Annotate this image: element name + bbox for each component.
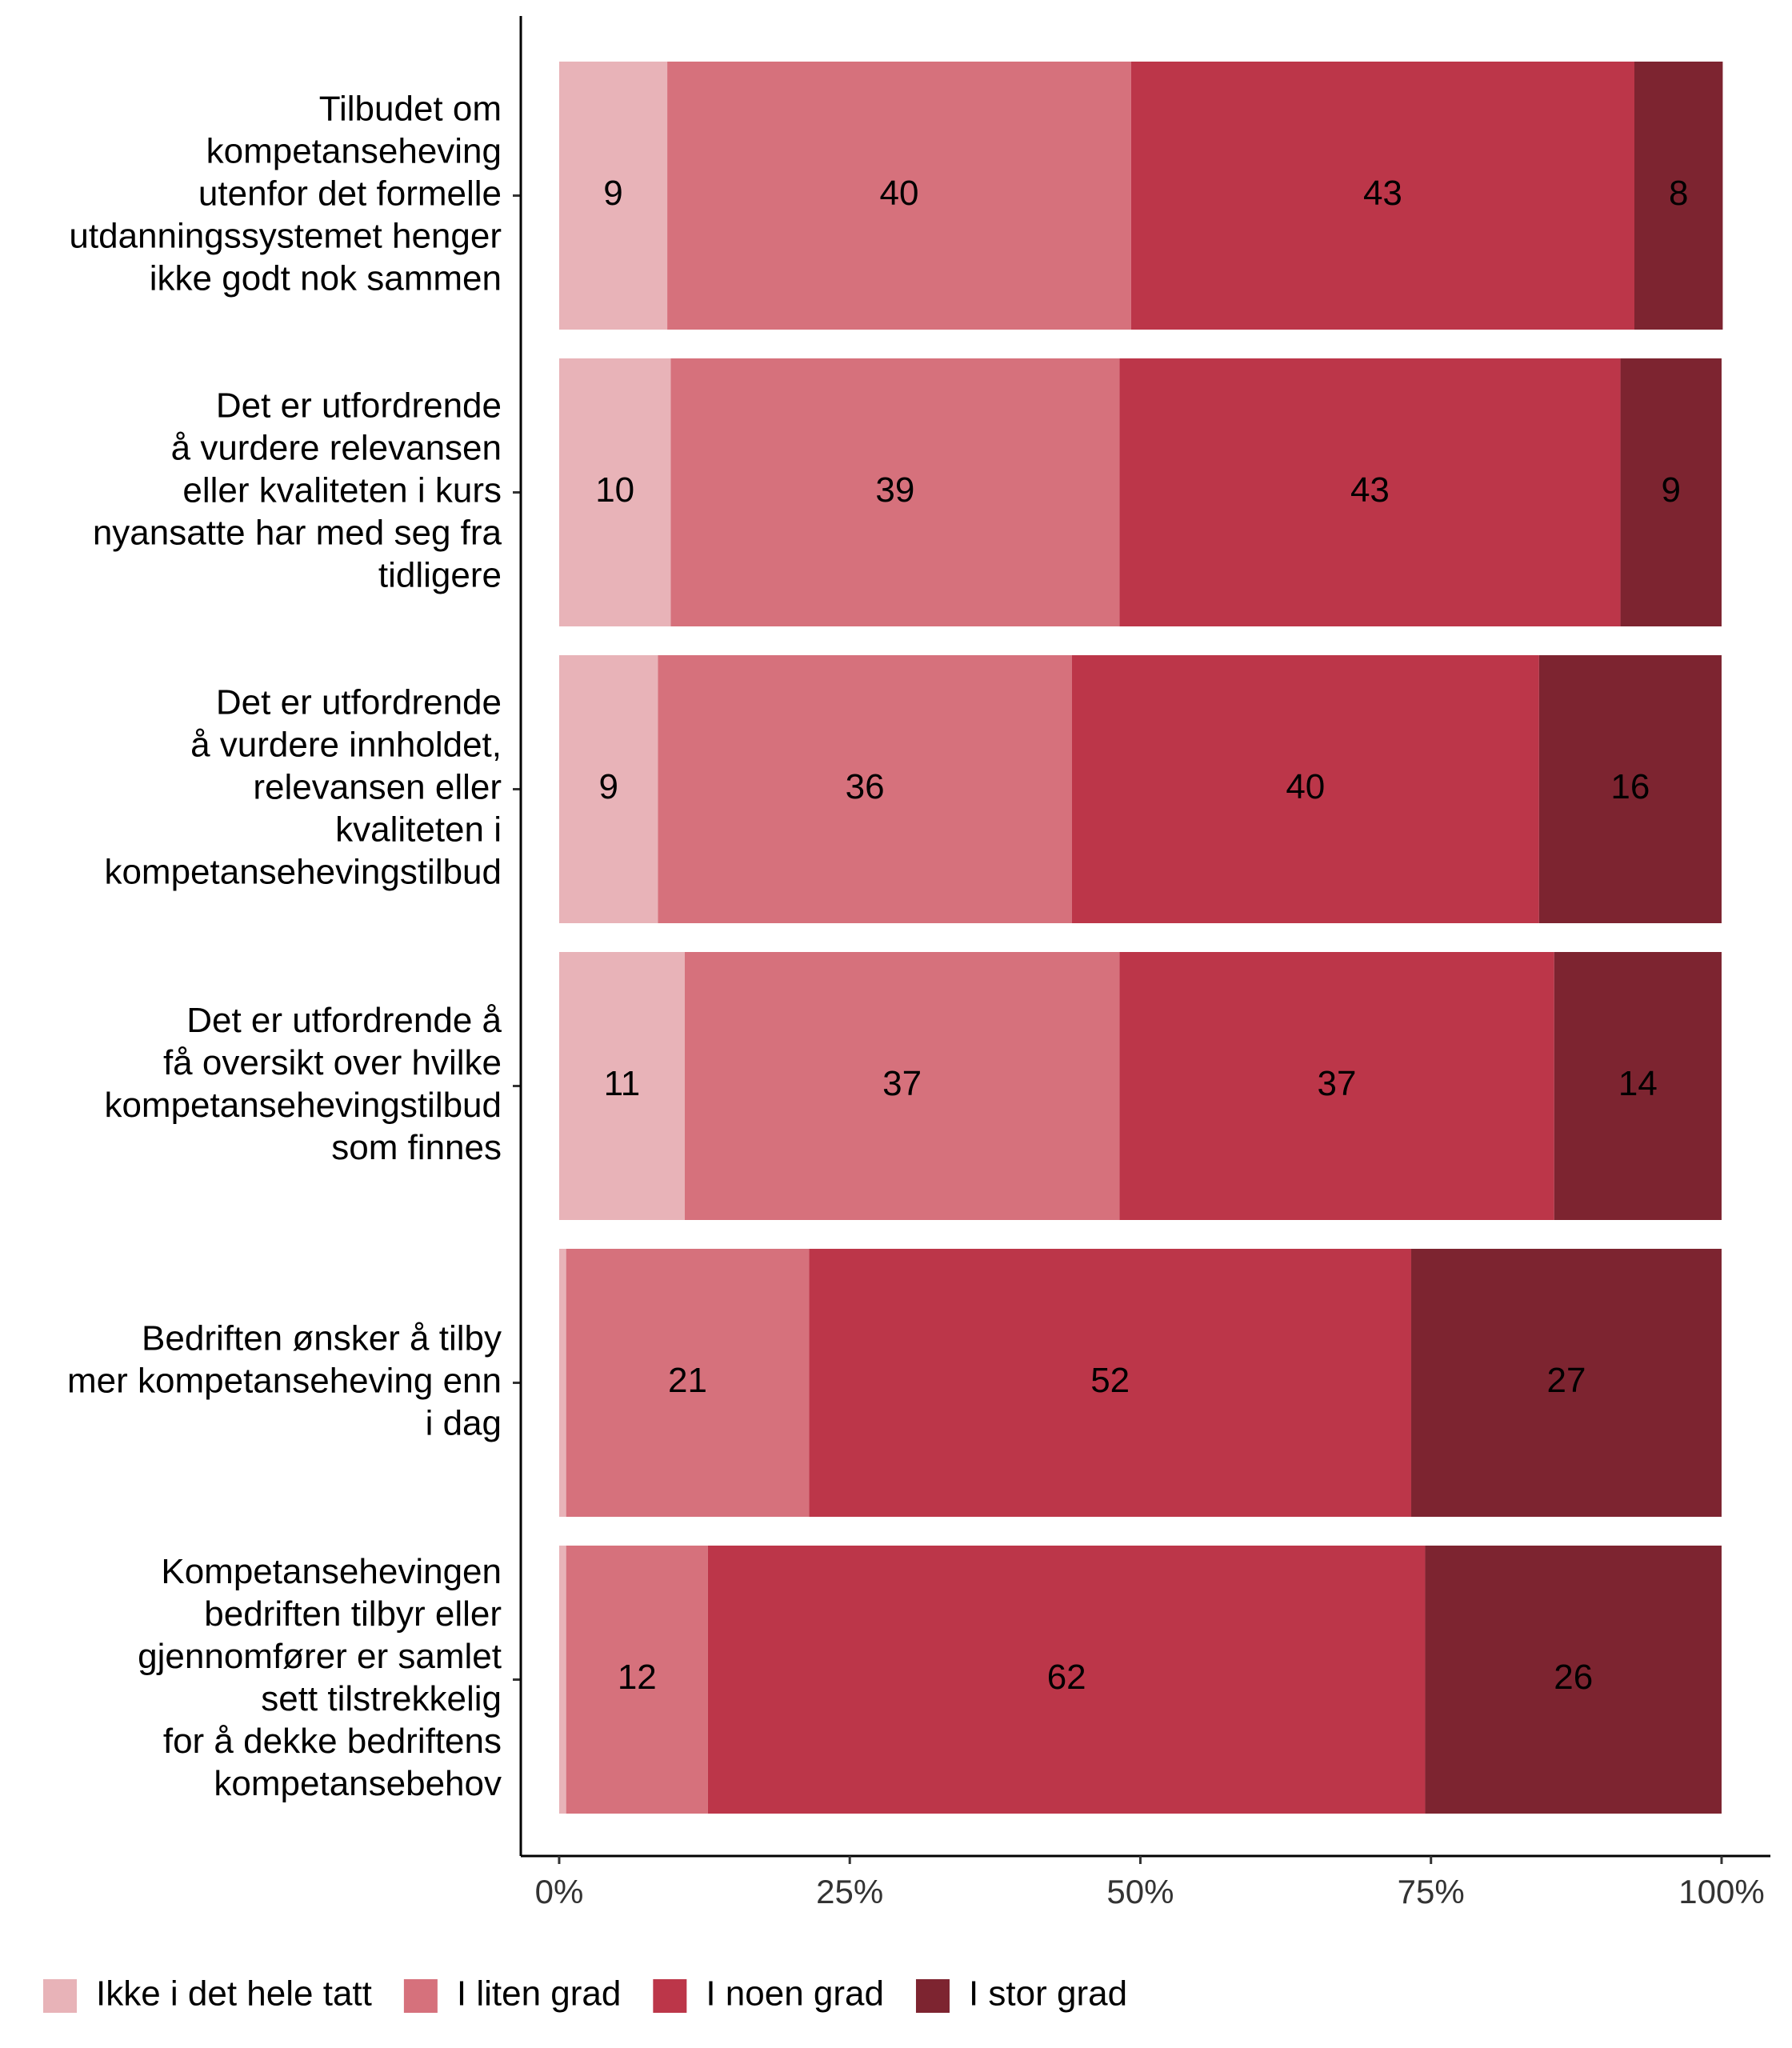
bar-segment: [566, 1546, 708, 1814]
data-label: 9: [598, 767, 618, 806]
data-label: 12: [618, 1658, 657, 1697]
data-label: 36: [846, 767, 885, 806]
bar-segment: [1411, 1249, 1722, 1517]
bar-segment: [684, 952, 1120, 1220]
bar-segment: [667, 62, 1131, 330]
x-tick-label: 0%: [535, 1873, 584, 1910]
y-tick-label: Det er utfordrende å vurdere innholdet, re…: [104, 682, 502, 891]
bar-segment: [558, 655, 658, 923]
bar-segment: [566, 1249, 810, 1517]
bar-segment: [1119, 952, 1554, 1220]
data-label: 40: [879, 174, 918, 213]
data-label: 62: [1047, 1658, 1086, 1697]
data-label: 10: [595, 470, 634, 510]
data-label: 52: [1090, 1361, 1130, 1400]
y-tick-label: Bedriften ønsker å tilby mer kompetansehe…: [67, 1318, 502, 1442]
legend-label: I noen grad: [706, 1974, 884, 2014]
bar-segment: [809, 1249, 1412, 1517]
x-tick-label: 25%: [816, 1873, 883, 1910]
data-label: 37: [1318, 1064, 1357, 1103]
data-label: 14: [1618, 1064, 1658, 1103]
data-label: 11: [604, 1064, 641, 1103]
bar-segment: [707, 1546, 1426, 1814]
bar-segment: [670, 358, 1120, 626]
bar-segment: [1130, 62, 1634, 330]
legend-swatch: [43, 1979, 77, 2013]
legend-swatch: [403, 1979, 438, 2013]
bar-segment: [1634, 62, 1723, 330]
legend-label: Ikke i det hele tatt: [96, 1974, 372, 2014]
legend-swatch: [653, 1979, 687, 2013]
y-tick-label: Det er utfordrende å få oversikt over hvi…: [104, 1001, 502, 1167]
bar-segment: [558, 358, 671, 626]
y-tick-label: Kompetansehevingen bedriften tilbyr eller…: [138, 1552, 502, 1803]
bar-segment: [1425, 1546, 1722, 1814]
x-tick-label: 50%: [1106, 1873, 1174, 1910]
bar-segment: [1620, 358, 1722, 626]
data-label: 39: [875, 470, 914, 510]
data-label: 40: [1286, 767, 1325, 806]
data-label: 21: [668, 1361, 707, 1400]
bar-segment: [558, 952, 685, 1220]
data-label: 16: [1610, 767, 1650, 806]
bar-segment: [558, 1249, 566, 1517]
data-label: 9: [603, 174, 622, 213]
legend-label: I liten grad: [457, 1974, 621, 2014]
bar-segment: [1119, 358, 1621, 626]
bar-segment: [658, 655, 1072, 923]
data-label: 26: [1554, 1658, 1593, 1697]
y-tick-label: Det er utfordrende å vurdere relevansen el…: [93, 386, 502, 594]
legend-label: I stor grad: [969, 1974, 1127, 2014]
data-label: 27: [1547, 1361, 1586, 1400]
bar-segment: [1538, 655, 1722, 923]
data-label: 8: [1669, 174, 1688, 213]
x-tick-label: 75%: [1398, 1873, 1465, 1910]
legend-swatch: [915, 1979, 950, 2013]
bar-segment: [558, 1546, 566, 1814]
data-label: 37: [882, 1064, 922, 1103]
x-tick-label: 100%: [1678, 1873, 1764, 1910]
bar-segment: [1071, 655, 1539, 923]
data-label: 9: [1662, 470, 1681, 510]
bar-segment: [1554, 952, 1722, 1220]
y-tick-label: Tilbudet om kompetanseheving utenfor det f…: [69, 89, 502, 298]
bar-segment: [558, 62, 668, 330]
data-label: 43: [1363, 174, 1402, 213]
data-label: 43: [1350, 470, 1390, 510]
